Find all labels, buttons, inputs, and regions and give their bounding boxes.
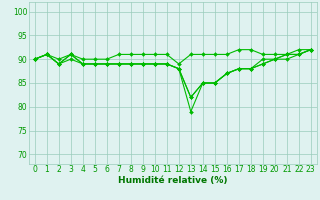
X-axis label: Humidité relative (%): Humidité relative (%) <box>118 176 228 185</box>
